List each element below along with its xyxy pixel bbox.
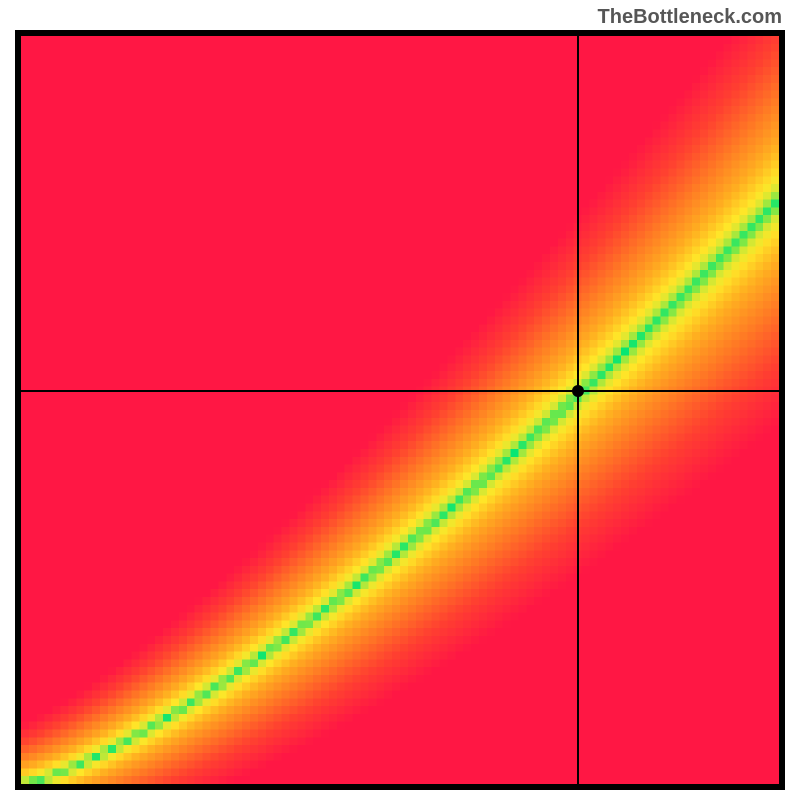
chart-frame <box>15 30 785 790</box>
chart-inner <box>21 36 779 784</box>
crosshair-vertical <box>577 36 579 784</box>
crosshair-marker <box>572 385 584 397</box>
chart-container: TheBottleneck.com <box>0 0 800 800</box>
watermark-text: TheBottleneck.com <box>598 6 782 29</box>
crosshair-horizontal <box>21 390 779 392</box>
heatmap-canvas <box>21 36 779 784</box>
